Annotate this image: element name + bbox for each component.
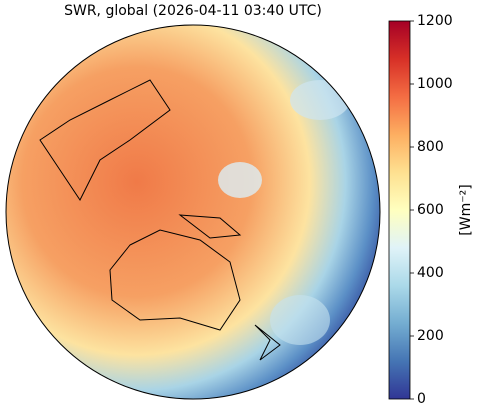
globe bbox=[6, 25, 380, 399]
globe-outline bbox=[5, 24, 381, 400]
colorbar-tick-label: 800 bbox=[417, 139, 444, 155]
colorbar-tick-label: 400 bbox=[417, 265, 444, 281]
colorbar-tick-label: 1200 bbox=[417, 13, 453, 29]
colorbar-label: [Wm⁻²] bbox=[458, 184, 474, 235]
colorbar-tick-label: 0 bbox=[417, 391, 426, 407]
colorbar-tick-label: 200 bbox=[417, 328, 444, 344]
colorbar-tick-label: 1000 bbox=[417, 76, 453, 92]
colorbar-tick-label: 600 bbox=[417, 202, 444, 218]
title: SWR, global (2026-04-11 03:40 UTC) bbox=[64, 3, 322, 19]
colorbar bbox=[388, 20, 411, 400]
